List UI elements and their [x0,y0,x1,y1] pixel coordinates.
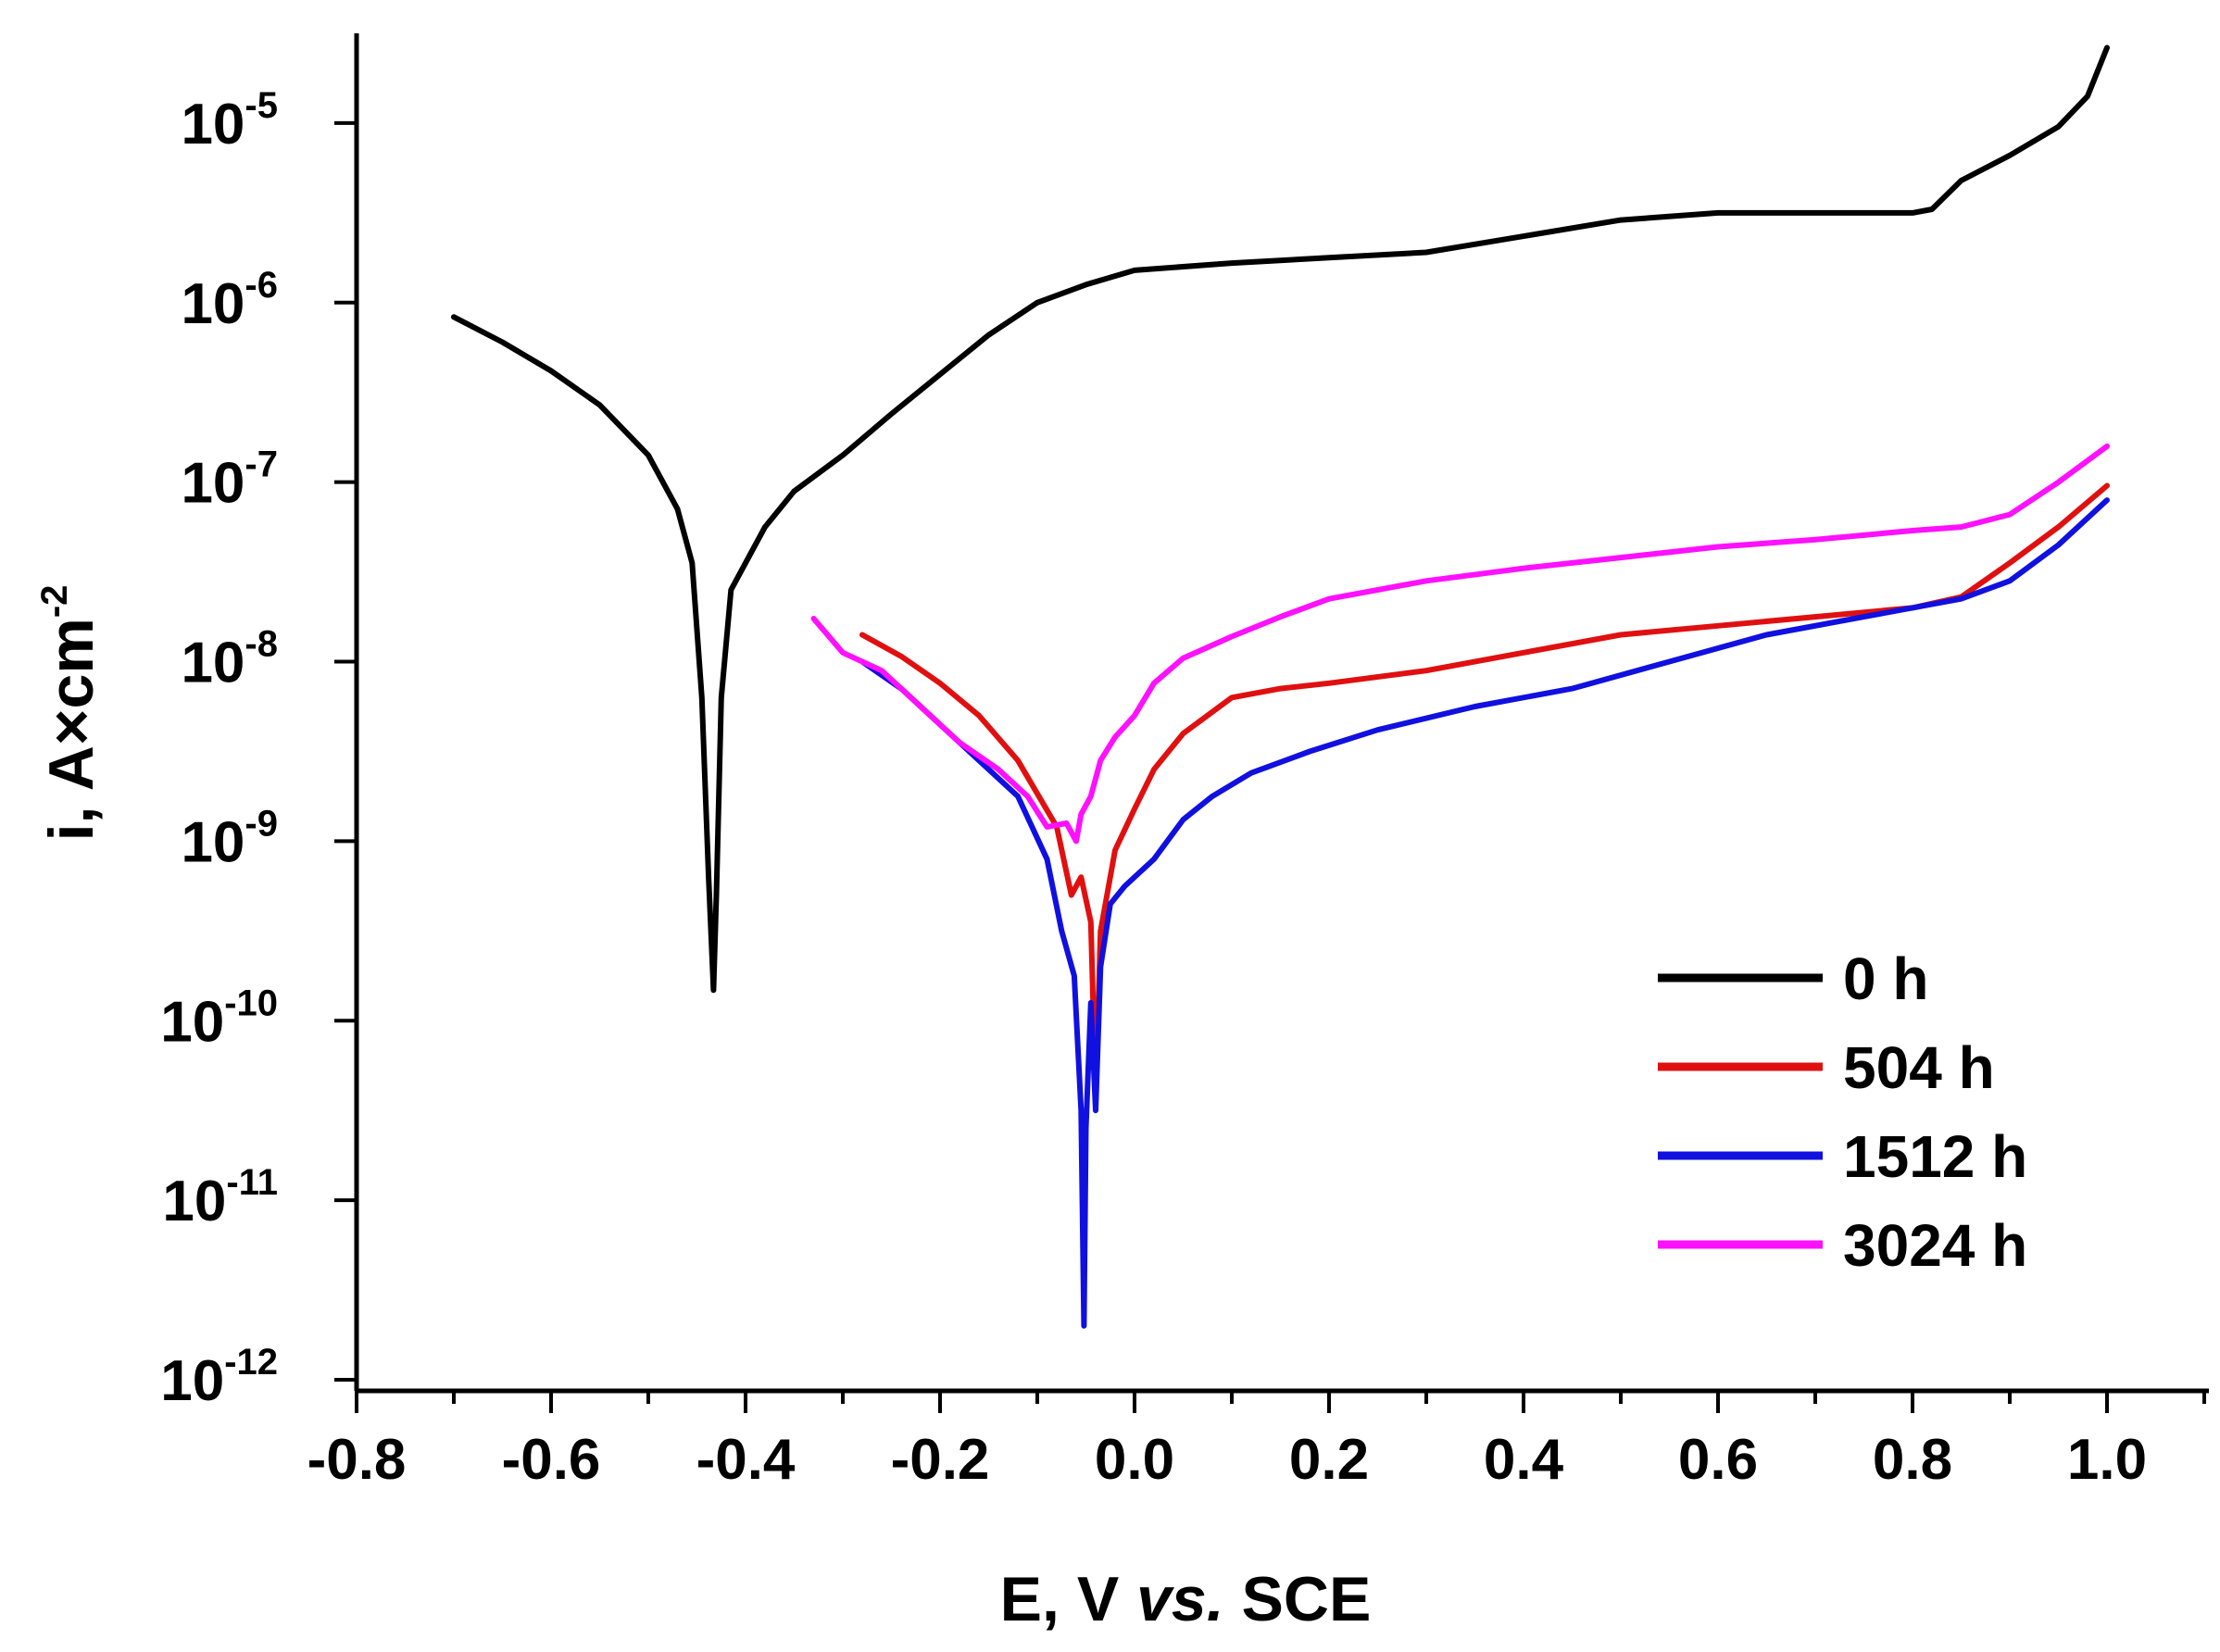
y-tick-label: 10-5 [181,85,278,156]
legend-label: 1512 h [1843,1123,2027,1190]
y-tick-label: 10-12 [160,1342,278,1413]
x-axis-title: E, V vs. SCE [1000,1564,1372,1634]
x-tick-label: 0.2 [1289,1428,1369,1492]
x-tick-label: 1.0 [2067,1428,2147,1492]
x-tick-label: -0.2 [891,1428,990,1492]
series-layer [451,44,2110,1329]
x-axis-title-part-1: E, V [1000,1564,1136,1634]
y-tick-label: 10-10 [160,982,278,1054]
y-axis-title: i, A×cm-2 [34,585,107,842]
x-tick-label: -0.4 [696,1428,796,1492]
x-tick-label: -0.8 [307,1428,407,1492]
x-tick-label: 0.8 [1873,1428,1952,1492]
legend-label: 3024 h [1843,1212,2027,1279]
legend-label: 504 h [1843,1034,1995,1101]
y-axis-title-base: i, A×cm [36,618,107,841]
x-axis-title-italic: vs. [1136,1564,1224,1634]
series-3024-h [810,443,2110,845]
x-axis-title-part-3: SCE [1224,1564,1372,1634]
x-tick-label: 0.4 [1484,1428,1564,1492]
x-tick-label: 0.0 [1095,1428,1174,1492]
y-tick-label: 10-7 [181,444,278,516]
legend: 0 h 504 h 1512 h 3024 h [1658,945,2027,1279]
plot-area: -0.8 -0.6 -0.4 -0.2 0.0 0.2 0.4 0.6 0.8 1.0 10-12… [160,33,2209,1492]
x-tick-label: -0.6 [502,1428,601,1492]
series-0-h [451,44,2110,994]
legend-label: 0 h [1843,945,1928,1012]
x-tick-label: 0.6 [1678,1428,1758,1492]
y-tick-label: 10-9 [181,803,278,874]
x-ticks: -0.8 -0.6 -0.4 -0.2 0.0 0.2 0.4 0.6 0.8 1.0 [307,1391,2206,1492]
y-tick-label: 10-11 [162,1162,278,1233]
y-tick-label: 10-6 [181,265,278,336]
series-504-h [859,482,2110,1095]
y-tick-label: 10-8 [181,624,278,695]
series-1512-h [859,497,2110,1329]
y-ticks: 10-12 10-11 10-10 10-9 10-8 10-7 10-6 10-5 [160,85,357,1413]
y-axis-title-exp: -2 [34,585,75,619]
